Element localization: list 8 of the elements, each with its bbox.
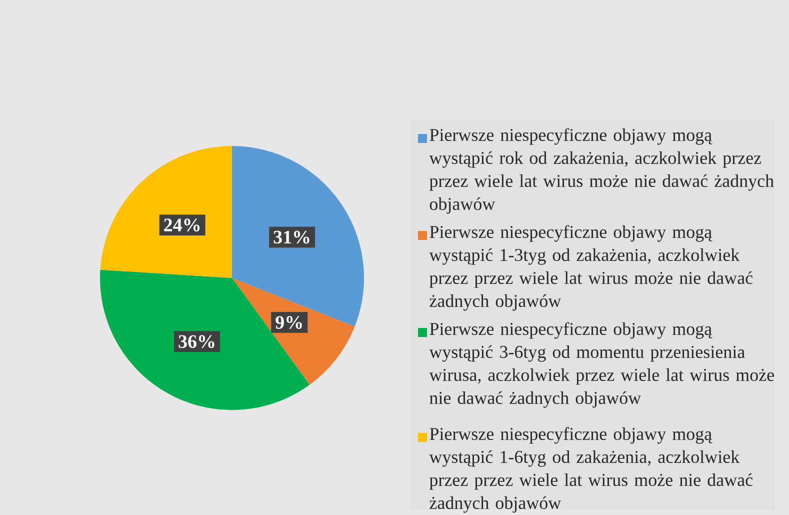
data-label: 36%	[178, 335, 214, 348]
data-label: 9%	[276, 316, 302, 329]
data-label: 24%	[164, 218, 200, 232]
legend-label: Pierwsze niespecyficzne objawy mogą wystąpić 1-3tyg od zakażenia, aczkolwiek przez przez wiele lat wirus może nie dawać żadnych objawów	[429, 225, 753, 311]
legend-label: Pierwsze niespecyficzne objawy mogą wystąpić 3-6tyg od momentu przeniesienia wirusa, aczkolwiek przez wiele lat wirus może nie dawać żadnych objawów	[429, 322, 774, 408]
data-label: 31%	[274, 230, 310, 244]
legend-label: Pierwsze niespecyficzne objawy mogą wystąpić 1-6tyg od zakażenia, aczkolwiek przez przez wiele lat wirus może nie dawać żadnych objawów	[429, 427, 753, 513]
legend-label: Pierwsze niespecyficzne objawy mogą wystąpić rok od zakażenia, aczkolwiek przez przez wiele lat wirus może nie dawać żadnych objawów	[429, 128, 774, 214]
